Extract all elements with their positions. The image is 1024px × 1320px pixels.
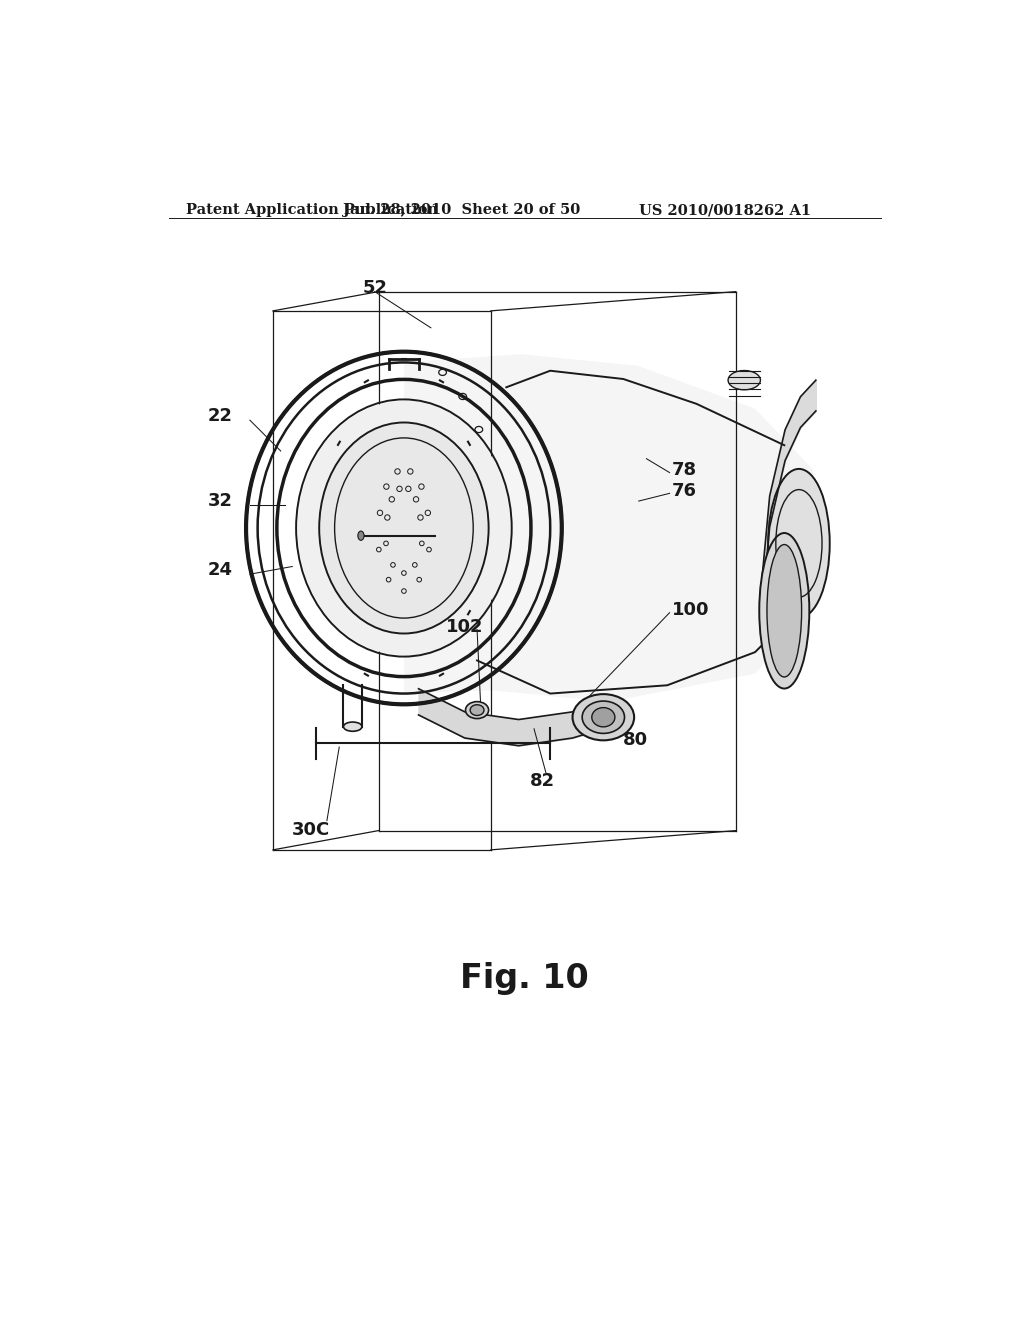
Text: Patent Application Publication: Patent Application Publication <box>186 203 438 216</box>
Text: 80: 80 <box>624 731 648 748</box>
Text: 22: 22 <box>208 408 232 425</box>
Ellipse shape <box>343 722 361 731</box>
Ellipse shape <box>466 702 488 718</box>
Text: 76: 76 <box>672 482 697 500</box>
Ellipse shape <box>592 708 614 727</box>
Text: 102: 102 <box>446 618 483 635</box>
Text: Fig. 10: Fig. 10 <box>461 962 589 995</box>
Ellipse shape <box>357 531 364 540</box>
Ellipse shape <box>298 401 510 655</box>
Ellipse shape <box>572 694 634 741</box>
Ellipse shape <box>767 545 802 677</box>
Text: 52: 52 <box>364 279 388 297</box>
Ellipse shape <box>583 701 625 734</box>
Text: 32: 32 <box>208 492 232 510</box>
Text: US 2010/0018262 A1: US 2010/0018262 A1 <box>639 203 811 216</box>
Ellipse shape <box>470 705 484 715</box>
Ellipse shape <box>759 533 809 689</box>
Ellipse shape <box>728 371 761 389</box>
Text: 24: 24 <box>208 561 232 579</box>
Ellipse shape <box>321 424 487 632</box>
Text: 82: 82 <box>529 772 555 789</box>
Text: Jan. 28, 2010  Sheet 20 of 50: Jan. 28, 2010 Sheet 20 of 50 <box>343 203 581 216</box>
Text: 100: 100 <box>672 602 710 619</box>
Text: 30C: 30C <box>292 821 331 838</box>
Polygon shape <box>403 354 813 702</box>
Text: 78: 78 <box>672 461 697 479</box>
Ellipse shape <box>768 469 829 618</box>
